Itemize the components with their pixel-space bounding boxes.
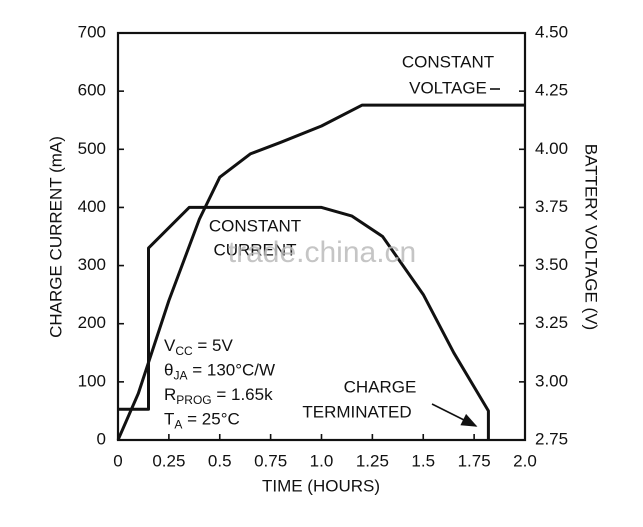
y-tick-label: 400 bbox=[78, 197, 106, 216]
y2-tick-label: 4.50 bbox=[535, 22, 568, 41]
condition-subscript: CC bbox=[175, 344, 193, 358]
condition-subscript: A bbox=[174, 418, 182, 432]
y2-tick-label: 3.50 bbox=[535, 255, 568, 274]
x-tick-label: 1.0 bbox=[310, 451, 334, 470]
x-axis-title: TIME (HOURS) bbox=[262, 476, 380, 495]
y2-tick-label: 3.25 bbox=[535, 313, 568, 332]
series-line bbox=[118, 205, 490, 440]
annotation: CONSTANT bbox=[209, 216, 301, 235]
condition-symbol: R bbox=[164, 385, 176, 404]
x-tick-label: 0.5 bbox=[208, 451, 232, 470]
y-axis-title: CHARGE CURRENT (mA) bbox=[46, 136, 65, 338]
annotation: CURRENT bbox=[213, 240, 296, 259]
condition: VCC = 5V bbox=[164, 336, 234, 358]
x-tick-label: 0.25 bbox=[152, 451, 185, 470]
series-line bbox=[116, 103, 525, 441]
annotation: CONSTANT bbox=[402, 52, 494, 71]
x-tick-label: 2.0 bbox=[513, 451, 537, 470]
y-tick-label: 300 bbox=[78, 255, 106, 274]
x-tick-label: 1.75 bbox=[458, 451, 491, 470]
y-tick-label: 600 bbox=[78, 81, 106, 100]
y2-tick-label: 4.00 bbox=[535, 139, 568, 158]
y-tick-label: 700 bbox=[78, 22, 106, 41]
annotation: VOLTAGE bbox=[409, 78, 487, 97]
condition-symbol: θ bbox=[164, 361, 173, 380]
y2-tick-label: 2.75 bbox=[535, 429, 568, 448]
watermark: trade.china.cn bbox=[228, 236, 416, 269]
y2-tick-label: 3.00 bbox=[535, 371, 568, 390]
condition-value: = 130°C/W bbox=[187, 361, 275, 380]
x-tick-label: 1.5 bbox=[411, 451, 435, 470]
x-tick-label: 0 bbox=[113, 451, 122, 470]
condition-symbol: V bbox=[164, 336, 176, 355]
condition-value: = 1.65k bbox=[212, 385, 273, 404]
y-tick-label: 200 bbox=[78, 313, 106, 332]
condition-symbol: T bbox=[164, 410, 174, 429]
x-tick-label: 1.25 bbox=[356, 451, 389, 470]
y-tick-label: 0 bbox=[97, 429, 106, 448]
condition: TA = 25°C bbox=[164, 410, 240, 432]
y2-tick-label: 4.25 bbox=[535, 81, 568, 100]
arrow bbox=[431, 403, 478, 427]
condition: RPROG = 1.65k bbox=[164, 385, 273, 407]
annotation: TERMINATED bbox=[302, 402, 411, 421]
condition-subscript: JA bbox=[173, 369, 187, 383]
condition: θJA = 130°C/W bbox=[164, 361, 275, 383]
label-bg bbox=[406, 79, 490, 99]
condition-value: = 5V bbox=[193, 336, 234, 355]
y-tick-label: 500 bbox=[78, 139, 106, 158]
y2-tick-label: 3.75 bbox=[535, 197, 568, 216]
x-tick-label: 0.75 bbox=[254, 451, 287, 470]
y-tick-label: 100 bbox=[78, 371, 106, 390]
annotation: CHARGE bbox=[344, 377, 417, 396]
condition-value: = 25°C bbox=[182, 410, 239, 429]
condition-subscript: PROG bbox=[176, 393, 211, 407]
y2-axis-title: BATTERY VOLTAGE (V) bbox=[582, 144, 601, 330]
